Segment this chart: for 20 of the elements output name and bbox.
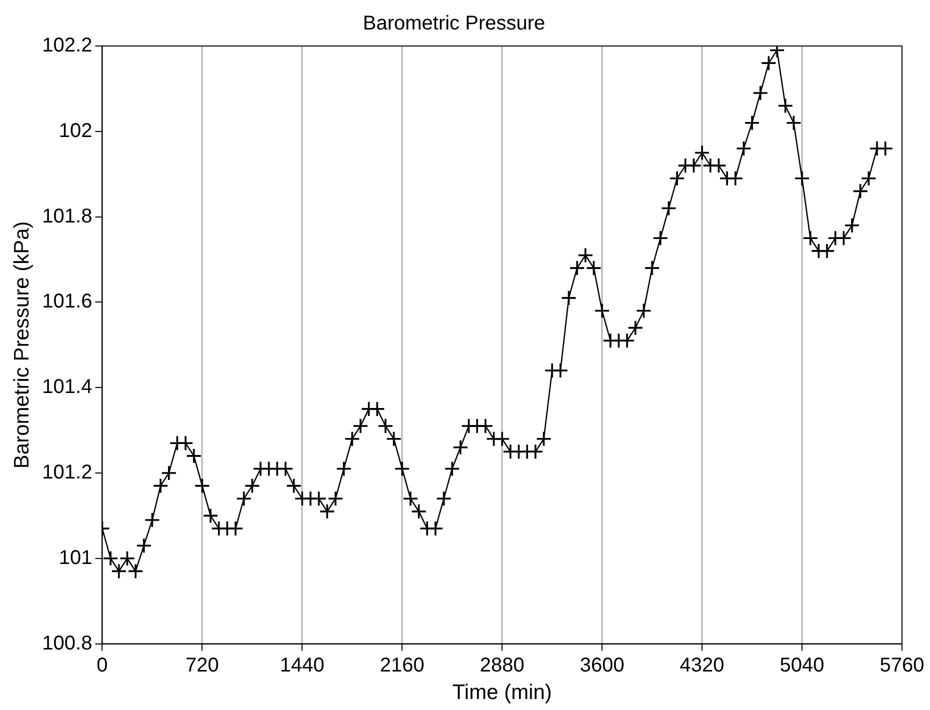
y-axis-title: Barometric Pressure (kPa) bbox=[10, 221, 34, 469]
x-tick-label: 4320 bbox=[680, 654, 724, 676]
x-tick-label: 1440 bbox=[280, 654, 324, 676]
y-tick-label: 101 bbox=[58, 546, 92, 569]
x-tick-label: 3600 bbox=[580, 654, 624, 676]
y-tick-label: 101.2 bbox=[42, 462, 92, 484]
x-tick-label: 2880 bbox=[480, 654, 524, 676]
y-tick-label: 102.2 bbox=[42, 34, 92, 57]
x-tick-label: 5760 bbox=[880, 654, 924, 676]
x-tick-label: 2160 bbox=[380, 654, 424, 676]
y-tick-label: 101.6 bbox=[42, 290, 92, 313]
y-tick-label: 100.8 bbox=[42, 632, 92, 654]
y-tick-label: 101.8 bbox=[42, 205, 92, 228]
chart-title: Barometric Pressure bbox=[362, 12, 546, 35]
x-tick-label: 720 bbox=[186, 654, 219, 676]
y-tick-label: 101.4 bbox=[42, 376, 92, 398]
x-tick-label: 5040 bbox=[780, 654, 824, 676]
y-tick-label: 102 bbox=[58, 120, 92, 142]
x-tick-label: 0 bbox=[96, 654, 108, 676]
x-axis-title: Time (min) bbox=[452, 681, 552, 704]
